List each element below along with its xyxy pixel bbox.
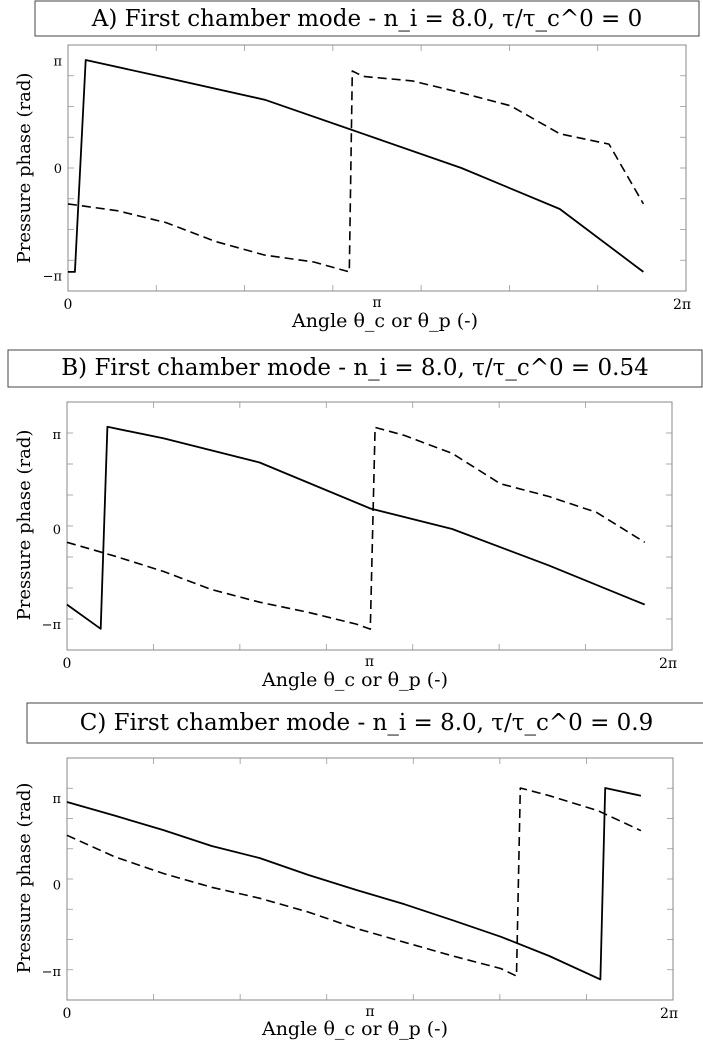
x-tick-label: 2π	[660, 1006, 678, 1022]
title-box	[7, 349, 703, 388]
x-axis-label: Angle θ_c or θ_p (-)	[291, 310, 478, 332]
x-tick-label: 2π	[673, 297, 691, 313]
plot-frame	[66, 401, 673, 651]
chart-panel-c: C) First chamber mode - n_i = 8.0, τ/τ_c…	[14, 702, 703, 1040]
chart-title: C) First chamber mode - n_i = 8.0, τ/τ_c…	[80, 710, 654, 736]
dashed-series-line	[67, 70, 645, 273]
solid-series-line	[66, 425, 646, 630]
y-tick-label: −π	[43, 269, 63, 284]
y-tick-label: 0	[53, 879, 61, 894]
x-axis-label: Angle θ_c or θ_p (-)	[261, 669, 448, 691]
y-axis-label: Pressure phase (rad)	[14, 430, 35, 621]
dashed-series-line	[66, 787, 642, 977]
plot-frame	[67, 44, 687, 292]
y-tick-label: π	[52, 428, 61, 443]
chart-panel-b: B) First chamber mode - n_i = 8.0, τ/τ_c…	[7, 349, 703, 691]
y-tick-label: 0	[53, 523, 61, 538]
x-tick-label: π	[365, 1004, 374, 1020]
x-axis-label: Angle θ_c or θ_p (-)	[261, 1018, 448, 1040]
x-tick-label: 0	[64, 297, 73, 313]
chart-title: B) First chamber mode - n_i = 8.0, τ/τ_c…	[61, 355, 648, 381]
y-axis-label: Pressure phase (rad)	[14, 73, 35, 264]
x-tick-label: 2π	[659, 656, 677, 672]
x-tick-label: π	[372, 295, 381, 311]
x-tick-label: 0	[63, 656, 72, 672]
plot-frame	[66, 757, 674, 1001]
solid-series-line	[66, 787, 642, 981]
x-tick-label: 0	[63, 1006, 72, 1022]
chart-title: A) First chamber mode - n_i = 8.0, τ/τ_c…	[91, 6, 643, 32]
y-axis-label: Pressure phase (rad)	[14, 783, 35, 974]
dashed-series-line	[66, 426, 646, 630]
y-tick-label: −π	[42, 618, 62, 633]
y-tick-label: −π	[42, 965, 62, 980]
chart-panel-a: A) First chamber mode - n_i = 8.0, τ/τ_c…	[14, 0, 700, 332]
title-box	[26, 702, 703, 744]
y-tick-label: π	[52, 792, 61, 807]
solid-series-line	[68, 59, 644, 273]
x-tick-label: π	[365, 654, 374, 670]
y-tick-label: 0	[54, 162, 62, 177]
y-tick-label: π	[53, 55, 62, 70]
title-box	[34, 0, 700, 37]
